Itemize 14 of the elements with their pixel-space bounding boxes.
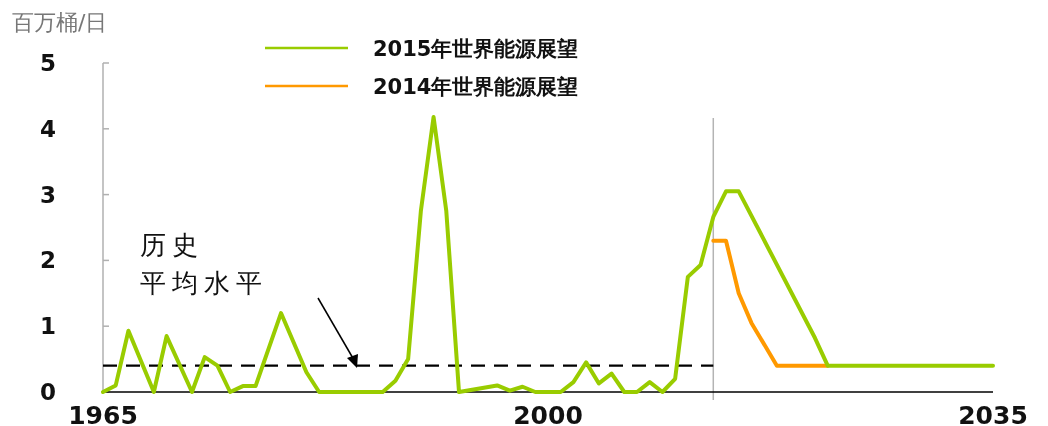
annotation: 历史 [140,230,204,260]
y-tick-label: 2 [39,247,57,274]
y-tick-label: 0 [39,379,57,405]
legend-label: 2014年世界能源展望 [373,75,579,99]
x-tick-label: 2000 [513,401,583,426]
y-tick-label: 1 [39,313,57,340]
y-axis-title: 百万桶/日 [12,10,108,35]
legend-label: 2015年世界能源展望 [373,37,579,61]
y-tick-label: 3 [39,181,57,208]
x-tick-label: 2035 [958,401,1028,426]
annotation: 平均水平 [140,268,268,298]
y-tick-label: 4 [39,115,57,142]
x-tick-label: 1965 [68,401,138,426]
y-tick-label: 5 [39,50,57,76]
